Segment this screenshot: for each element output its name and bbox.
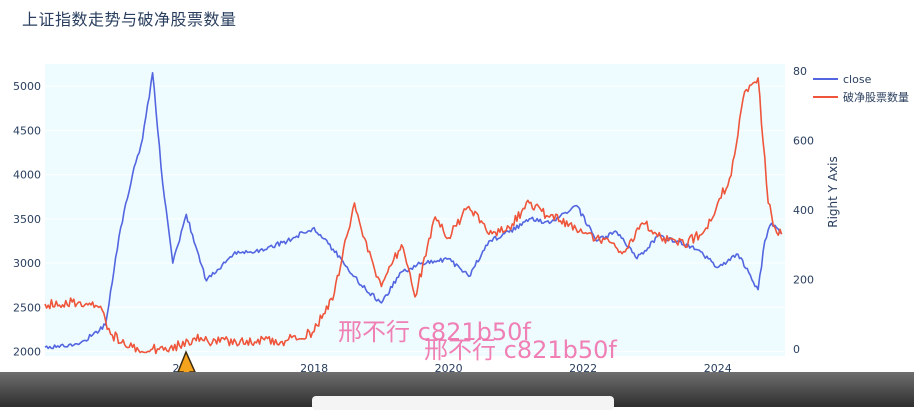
bottom-panel	[312, 396, 614, 410]
left-tick-label: 4500	[13, 124, 41, 137]
chart-title: 上证指数走势与破净股票数量	[22, 10, 237, 29]
legend[interactable]: close 破净股票数量	[813, 73, 909, 104]
right-tick-label: 0	[793, 343, 800, 356]
right-tick-label: 80	[793, 65, 807, 78]
left-tick-label: 5000	[13, 80, 41, 93]
watermark-2: 邢不行 c821b50f	[424, 336, 617, 364]
watermark-1: 邢不行 c821b50f	[338, 318, 531, 346]
gridlines	[45, 85, 785, 353]
right-tick-label: 600	[793, 134, 814, 147]
x-tick-label: 2018	[300, 362, 328, 375]
series-layer	[44, 72, 783, 355]
left-axis-ticks: 2000 2500 3000 3500 4000 4500 5000	[13, 80, 41, 358]
right-axis-title: Right Y Axis	[826, 156, 840, 227]
legend-label: close	[843, 73, 872, 86]
left-tick-label: 3000	[13, 257, 41, 270]
left-tick-label: 3500	[13, 213, 41, 226]
left-tick-label: 2000	[13, 346, 41, 359]
series-line-1	[44, 77, 783, 355]
x-tick-label: 2020	[435, 362, 463, 375]
right-axis-ticks: 0 200 400 600 80	[793, 65, 814, 356]
series-line-0	[44, 72, 782, 350]
right-tick-label: 200	[793, 274, 814, 287]
left-tick-label: 4000	[13, 169, 41, 182]
right-tick-label: 400	[793, 204, 814, 217]
x-tick-label: 2022	[569, 362, 597, 375]
legend-label: 破净股票数量	[843, 90, 909, 104]
x-tick-label: 2024	[704, 362, 732, 375]
left-tick-label: 2500	[13, 301, 41, 314]
